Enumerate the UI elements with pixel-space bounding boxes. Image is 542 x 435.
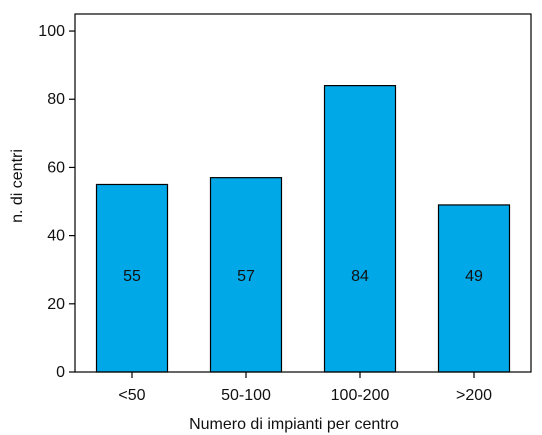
- bars-layer: [95, 84, 511, 373]
- bar-data-label: 84: [351, 268, 369, 285]
- x-tick-label: 100-200: [331, 387, 390, 404]
- bar-data-label: 57: [237, 268, 255, 285]
- x-axis-label: Numero di impianti per centro: [189, 416, 399, 433]
- bar-data-label: 55: [123, 268, 141, 285]
- y-tick-label: 60: [47, 159, 65, 176]
- bar: [323, 84, 397, 373]
- bar: [209, 177, 283, 373]
- x-ticks-layer: <50 50-100 100-200 >200: [118, 372, 492, 404]
- bar-data-label: 49: [465, 268, 483, 285]
- plot-frame: [74, 13, 532, 373]
- y-tick-label: 0: [56, 364, 65, 381]
- y-tick-label: 20: [47, 296, 65, 313]
- y-axis-label: n. di centri: [9, 149, 26, 223]
- y-tick-label: 40: [47, 228, 65, 245]
- y-ticks-layer: 0 20 40 60 80 100: [38, 23, 75, 381]
- x-tick-label: 50-100: [221, 387, 271, 404]
- axes-layer: [74, 13, 532, 373]
- y-tick-label: 80: [47, 91, 65, 108]
- x-tick-label: >200: [456, 387, 492, 404]
- y-tick-label: 100: [38, 23, 65, 40]
- bar: [95, 183, 169, 373]
- bar: [437, 204, 511, 373]
- data-labels-layer: 55 57 84 49: [123, 268, 483, 285]
- x-tick-label: <50: [118, 387, 145, 404]
